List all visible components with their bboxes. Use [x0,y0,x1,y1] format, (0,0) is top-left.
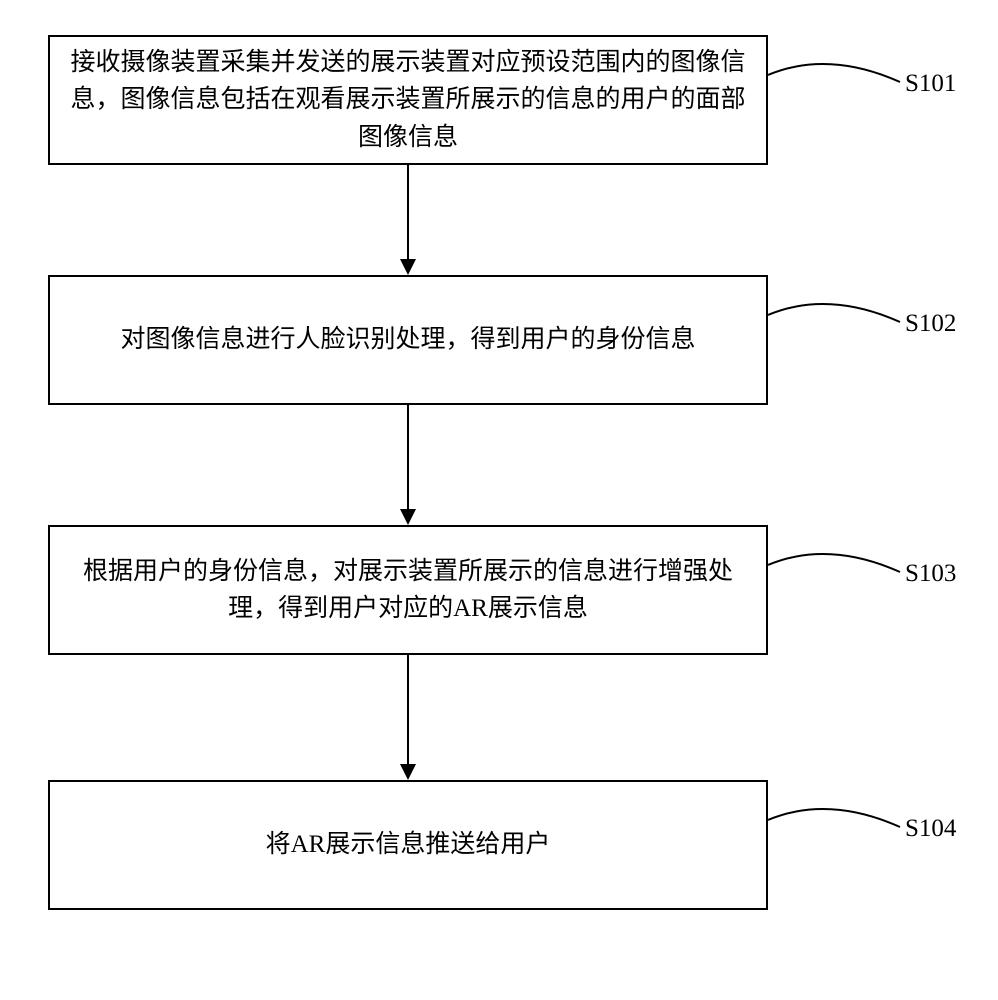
arrow-line-2 [407,405,409,509]
connector-curve-2 [768,295,908,345]
step-box-4: 将AR展示信息推送给用户 [48,780,768,910]
arrow-line-1 [407,165,409,259]
arrow-line-3 [407,655,409,764]
arrow-head-2 [400,509,416,525]
step-box-3: 根据用户的身份信息，对展示装置所展示的信息进行增强处理，得到用户对应的AR展示信… [48,525,768,655]
arrow-head-1 [400,259,416,275]
step-box-2: 对图像信息进行人脸识别处理，得到用户的身份信息 [48,275,768,405]
step-label-1: S101 [905,70,956,98]
flowchart-container: 接收摄像装置采集并发送的展示装置对应预设范围内的图像信息，图像信息包括在观看展示… [0,0,998,1000]
step-box-1: 接收摄像装置采集并发送的展示装置对应预设范围内的图像信息，图像信息包括在观看展示… [48,35,768,165]
connector-curve-1 [768,55,908,105]
connector-curve-4 [768,800,908,850]
step-text-3: 根据用户的身份信息，对展示装置所展示的信息进行增强处理，得到用户对应的AR展示信… [70,553,746,628]
step-text-4: 将AR展示信息推送给用户 [266,826,551,864]
connector-curve-3 [768,545,908,595]
step-label-2: S102 [905,310,956,338]
step-text-1: 接收摄像装置采集并发送的展示装置对应预设范围内的图像信息，图像信息包括在观看展示… [70,44,746,157]
arrow-head-3 [400,764,416,780]
step-label-4: S104 [905,815,956,843]
step-text-2: 对图像信息进行人脸识别处理，得到用户的身份信息 [120,321,695,359]
step-label-3: S103 [905,560,956,588]
